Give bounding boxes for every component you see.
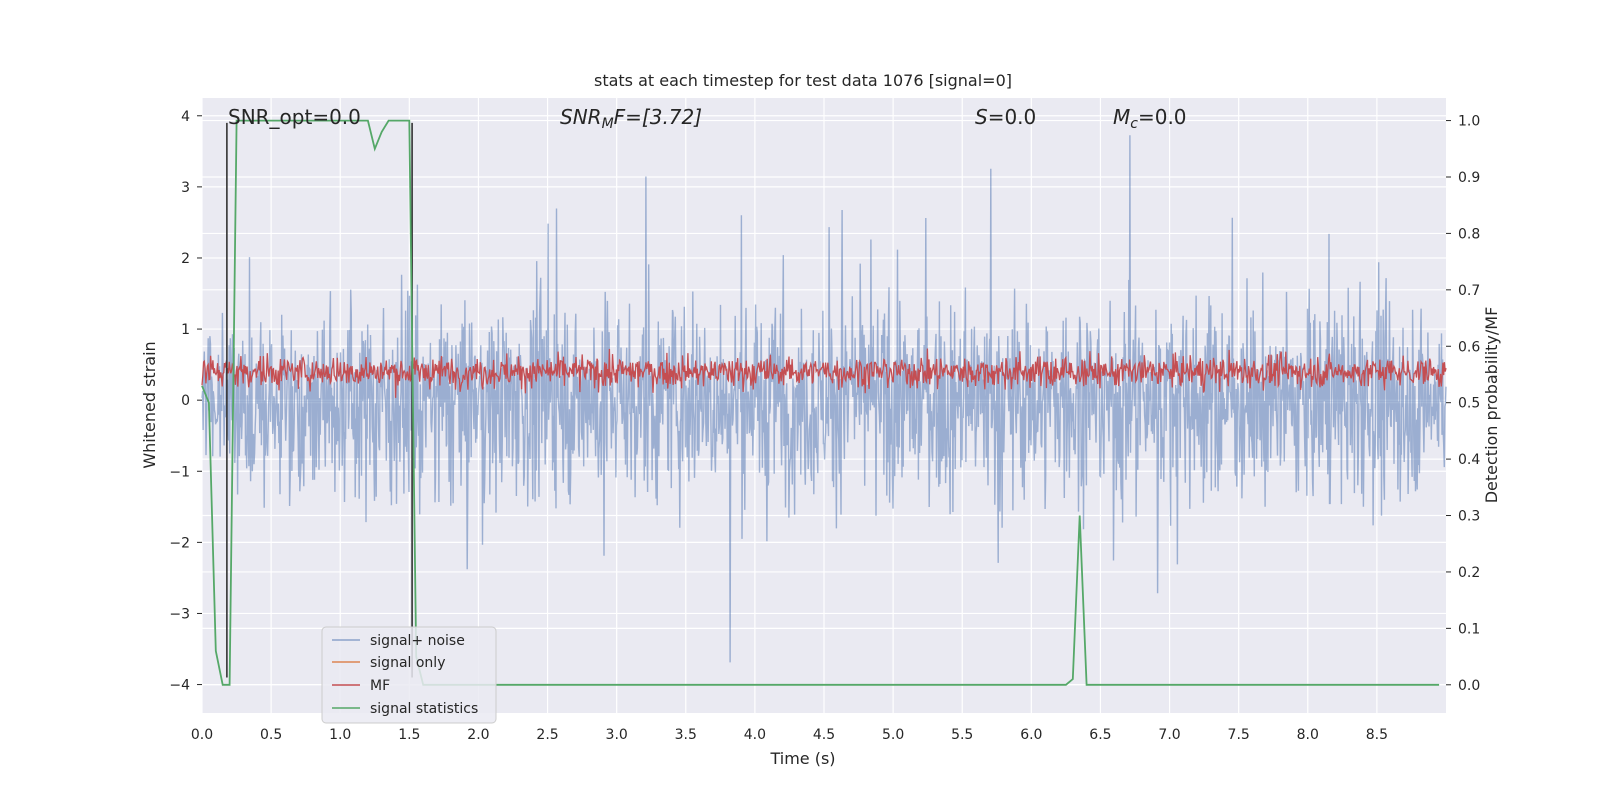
y-right-tick-label: 0.2 — [1458, 565, 1480, 581]
line-signal-noise — [201, 135, 1447, 663]
y-right-tick-label: 0.1 — [1458, 621, 1480, 637]
y-tick-label: 0 — [181, 393, 190, 409]
y-right-tick-label: 0.9 — [1458, 170, 1480, 186]
x-tick-label: 0.5 — [260, 727, 282, 743]
x-tick-label: 4.0 — [744, 727, 766, 743]
x-tick-label: 3.5 — [675, 727, 697, 743]
line-signal-statistics — [201, 119, 1440, 686]
x-tick-label: 3.0 — [606, 727, 628, 743]
x-tick-label: 4.5 — [813, 727, 835, 743]
x-tick-label: 1.0 — [329, 727, 351, 743]
x-tick-label: 2.5 — [536, 727, 558, 743]
annotation-snr-mf-base: SNR — [560, 105, 602, 129]
y-right-axis-label: Detection probability/MF — [1482, 307, 1501, 504]
x-axis-label: Time (s) — [769, 749, 835, 768]
y-tick-label: −1 — [169, 464, 190, 480]
y-tick-label: −4 — [169, 678, 190, 694]
legend: signal+ noise signal only MF signal stat… — [321, 626, 497, 724]
x-tick-label: 6.0 — [1020, 727, 1042, 743]
chart-title: stats at each timestep for test data 107… — [594, 71, 1012, 90]
y-right-tick-label: 0.5 — [1458, 396, 1480, 412]
series-mf — [201, 348, 1447, 398]
x-tick-label: 1.5 — [398, 727, 420, 743]
y-right-tick-label: 0.7 — [1458, 283, 1480, 299]
annotation-s: S=0.0 — [975, 105, 1036, 129]
y-tick-label: 4 — [181, 109, 190, 125]
y-right-tick-label: 0.0 — [1458, 678, 1480, 694]
y-tick-label: −3 — [169, 606, 190, 622]
x-tick-label: 6.5 — [1089, 727, 1111, 743]
annotation-mc: Mc=0.0 — [1113, 105, 1187, 132]
y-tick-label: −2 — [169, 535, 190, 551]
legend-box — [321, 626, 497, 724]
series-signal-statistics — [201, 119, 1440, 686]
y-tick-label: 2 — [181, 251, 190, 267]
x-tick-label: 8.5 — [1366, 727, 1388, 743]
y-right-tick-label: 0.4 — [1458, 452, 1480, 468]
x-tick-label: 7.0 — [1158, 727, 1180, 743]
legend-label-mf: MF — [370, 678, 390, 694]
y-right-tick-label: 0.6 — [1458, 339, 1480, 355]
x-tick-labels: 0.0 0.5 1.0 1.5 2.0 2.5 3.0 3.5 4.0 4.5 5.0 5.5 6.0 6… — [191, 727, 1388, 743]
x-tick-label: 5.0 — [882, 727, 904, 743]
y-right-tick-labels: 1.0 0.9 0.8 0.7 0.6 0.5 0.4 0.3 0.2 0.1 0.0 — [1446, 114, 1480, 694]
line-mf — [201, 348, 1447, 398]
legend-label-signal-statistics: signal statistics — [370, 701, 478, 717]
x-tick-label: 7.5 — [1228, 727, 1250, 743]
y-tick-label: 3 — [181, 180, 190, 196]
x-tick-label: 0.0 — [191, 727, 213, 743]
series-signal-noise — [201, 135, 1447, 663]
legend-label-signal-noise: signal+ noise — [370, 633, 465, 649]
annotation-snr-mf-sub: M — [602, 116, 614, 132]
annotation-snr-mf: SNRMF=[3.72] — [560, 105, 702, 132]
x-tick-label: 8.0 — [1297, 727, 1319, 743]
y-axis-label: Whitened strain — [140, 341, 159, 468]
y-tick-labels: 4 3 2 1 0 −1 −2 −3 −4 — [169, 109, 202, 694]
legend-label-signal-only: signal only — [370, 655, 445, 671]
x-tick-label: 2.0 — [467, 727, 489, 743]
y-right-tick-label: 0.3 — [1458, 509, 1480, 525]
y-right-tick-label: 1.0 — [1458, 114, 1480, 130]
annotation-snr-mf-rest: F=[3.72] — [614, 105, 702, 129]
x-tick-label: 5.5 — [951, 727, 973, 743]
annotation-snr-opt: SNR_opt=0.0 — [228, 105, 361, 129]
y-tick-label: 1 — [181, 322, 190, 338]
y-right-tick-label: 0.8 — [1458, 226, 1480, 242]
